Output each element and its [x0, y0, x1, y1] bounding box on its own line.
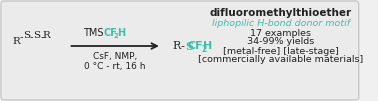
Text: CF: CF [104, 28, 118, 38]
Text: H: H [203, 41, 212, 51]
Text: -: - [19, 32, 23, 42]
FancyBboxPatch shape [1, 1, 359, 100]
Text: H: H [117, 28, 125, 38]
Text: [metal-free] [late-stage]: [metal-free] [late-stage] [223, 46, 339, 56]
Text: 2: 2 [201, 45, 206, 55]
Text: -: - [29, 32, 33, 42]
Text: 17 examples: 17 examples [250, 28, 311, 37]
Text: S: S [34, 31, 41, 39]
Text: TMS: TMS [83, 28, 104, 38]
Text: S: S [23, 31, 30, 39]
Text: 0 °C - rt, 16 h: 0 °C - rt, 16 h [84, 62, 146, 70]
Text: liphopilic H-bond donor motif: liphopilic H-bond donor motif [212, 18, 350, 27]
Text: R: R [12, 36, 20, 45]
Text: S: S [185, 41, 194, 52]
Text: CsF, NMP,: CsF, NMP, [93, 52, 137, 60]
Text: [commercially available materials]: [commercially available materials] [198, 56, 363, 65]
Text: difluoromethylthioether: difluoromethylthioether [210, 8, 352, 18]
Text: R: R [43, 31, 51, 39]
Text: -: - [181, 41, 185, 51]
Text: 2: 2 [113, 33, 118, 39]
Text: 34-99% yields: 34-99% yields [247, 37, 314, 46]
Text: CF: CF [187, 41, 203, 51]
Text: R: R [172, 41, 180, 51]
Text: -: - [40, 32, 43, 42]
